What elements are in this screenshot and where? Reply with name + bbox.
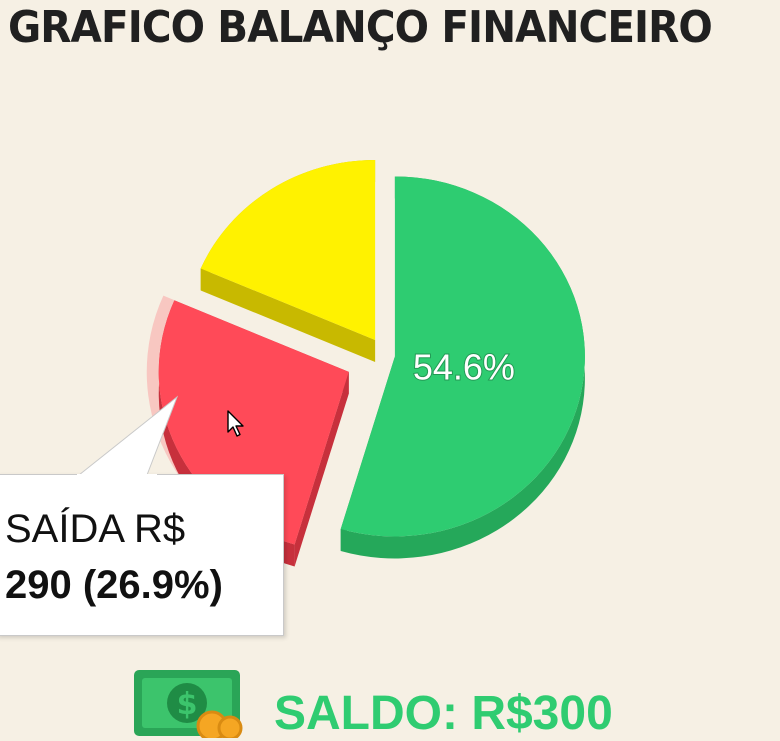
tooltip-label: SAÍDA R$ bbox=[5, 507, 186, 551]
money-icon: $ bbox=[134, 670, 243, 738]
pie-slice-wall-1-0 bbox=[294, 371, 349, 567]
pie-labels: 54.6% bbox=[412, 345, 516, 388]
pie-slice-0[interactable] bbox=[340, 176, 585, 537]
pie-slice-2[interactable] bbox=[200, 159, 376, 340]
tooltip-pointer bbox=[77, 395, 179, 478]
chart-title: GRAFICO BALANÇO FINANCEIRO bbox=[8, 2, 713, 53]
pie-slice-wall-2-0 bbox=[200, 268, 376, 362]
pie-slice-label-0: 54.6% bbox=[413, 346, 515, 387]
slice-tooltip: SAÍDA R$ 290 (26.9%) bbox=[0, 395, 284, 636]
svg-text:$: $ bbox=[177, 687, 198, 722]
tooltip-value: 290 (26.9%) bbox=[5, 563, 223, 607]
mouse-cursor-icon bbox=[227, 410, 244, 437]
saldo-text: SALDO: R$300 bbox=[274, 687, 613, 740]
